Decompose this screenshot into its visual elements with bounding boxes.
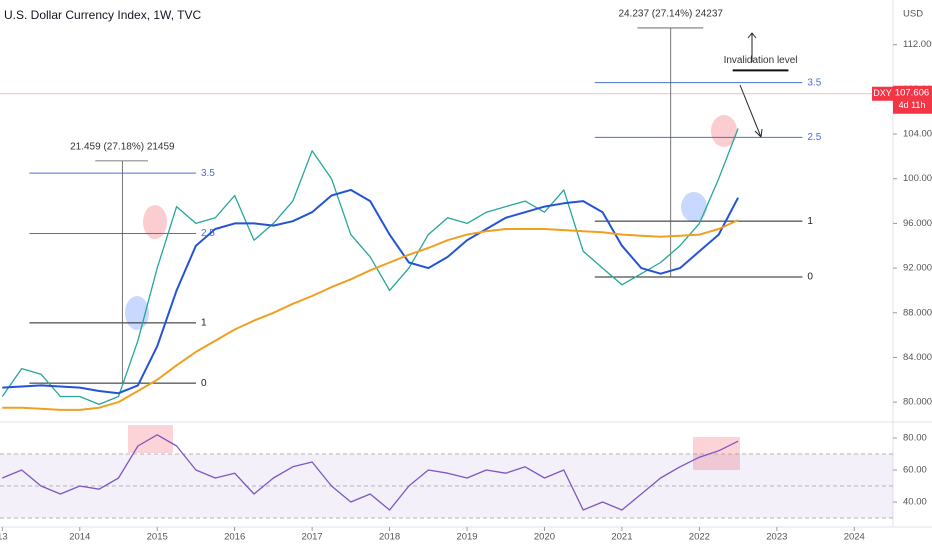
symbol-tag [872, 86, 893, 101]
x-tick-label: 2023 [766, 532, 787, 543]
x-tick-label: 2016 [224, 532, 245, 543]
symbol-label: DXY [873, 88, 892, 98]
countdown-label: 4d 11h [899, 100, 926, 110]
measure-label: 21.459 (27.18%) 21459 [70, 141, 175, 152]
currency-label: USD [903, 9, 923, 20]
x-tick-label: 2015 [147, 532, 168, 543]
x-tick-label: 2024 [844, 532, 865, 543]
y-tick-label: 84.000 [903, 352, 932, 363]
y-tick-label: 40.00 [903, 497, 927, 508]
series-line [1, 128, 739, 406]
measure-label: 24.237 (27.14%) 24237 [618, 9, 723, 20]
x-tick-label: 13 [0, 532, 8, 543]
fib-label: 3.5 [807, 77, 821, 88]
y-tick-label: 112.000 [903, 39, 932, 50]
y-tick-label: 96.000 [903, 218, 932, 229]
y-tick-label: 88.000 [903, 307, 932, 318]
arrow-head [747, 32, 757, 39]
fib-label: 2.5 [201, 228, 215, 239]
rsi-highlight [693, 437, 740, 470]
y-tick-label: 80.00 [903, 432, 927, 443]
y-tick-label: 92.000 [903, 263, 932, 274]
highlight [143, 205, 167, 239]
x-tick-label: 2020 [534, 532, 555, 543]
x-tick-label: 2014 [69, 532, 90, 543]
highlight [711, 115, 737, 147]
fib-label: 3.5 [201, 168, 215, 179]
chart-title: U.S. Dollar Currency Index, 1W, TVC [4, 8, 202, 22]
price-label: 107.606 [895, 87, 929, 98]
x-tick-label: 2019 [456, 532, 477, 543]
price-tag [893, 85, 932, 114]
highlight [681, 192, 707, 222]
fib-label: 1 [807, 216, 813, 227]
y-tick-label: 80.000 [903, 397, 932, 408]
arrow [739, 84, 762, 138]
x-tick-label: 2017 [302, 532, 323, 543]
y-tick-label: 104.000 [903, 129, 932, 140]
y-tick-label: 60.00 [903, 465, 927, 476]
x-tick-label: 2018 [379, 532, 400, 543]
fib-label: 2.5 [807, 132, 821, 143]
x-tick-label: 2022 [689, 532, 710, 543]
fib-label: 0 [201, 378, 207, 389]
invalidation-label: Invalidation level [724, 55, 798, 66]
series-line [2, 434, 739, 511]
fib-label: 1 [201, 317, 207, 328]
series-line [2, 219, 739, 411]
fib-label: 0 [807, 272, 813, 283]
x-tick-label: 2021 [611, 532, 632, 543]
y-tick-label: 100.000 [903, 173, 932, 184]
